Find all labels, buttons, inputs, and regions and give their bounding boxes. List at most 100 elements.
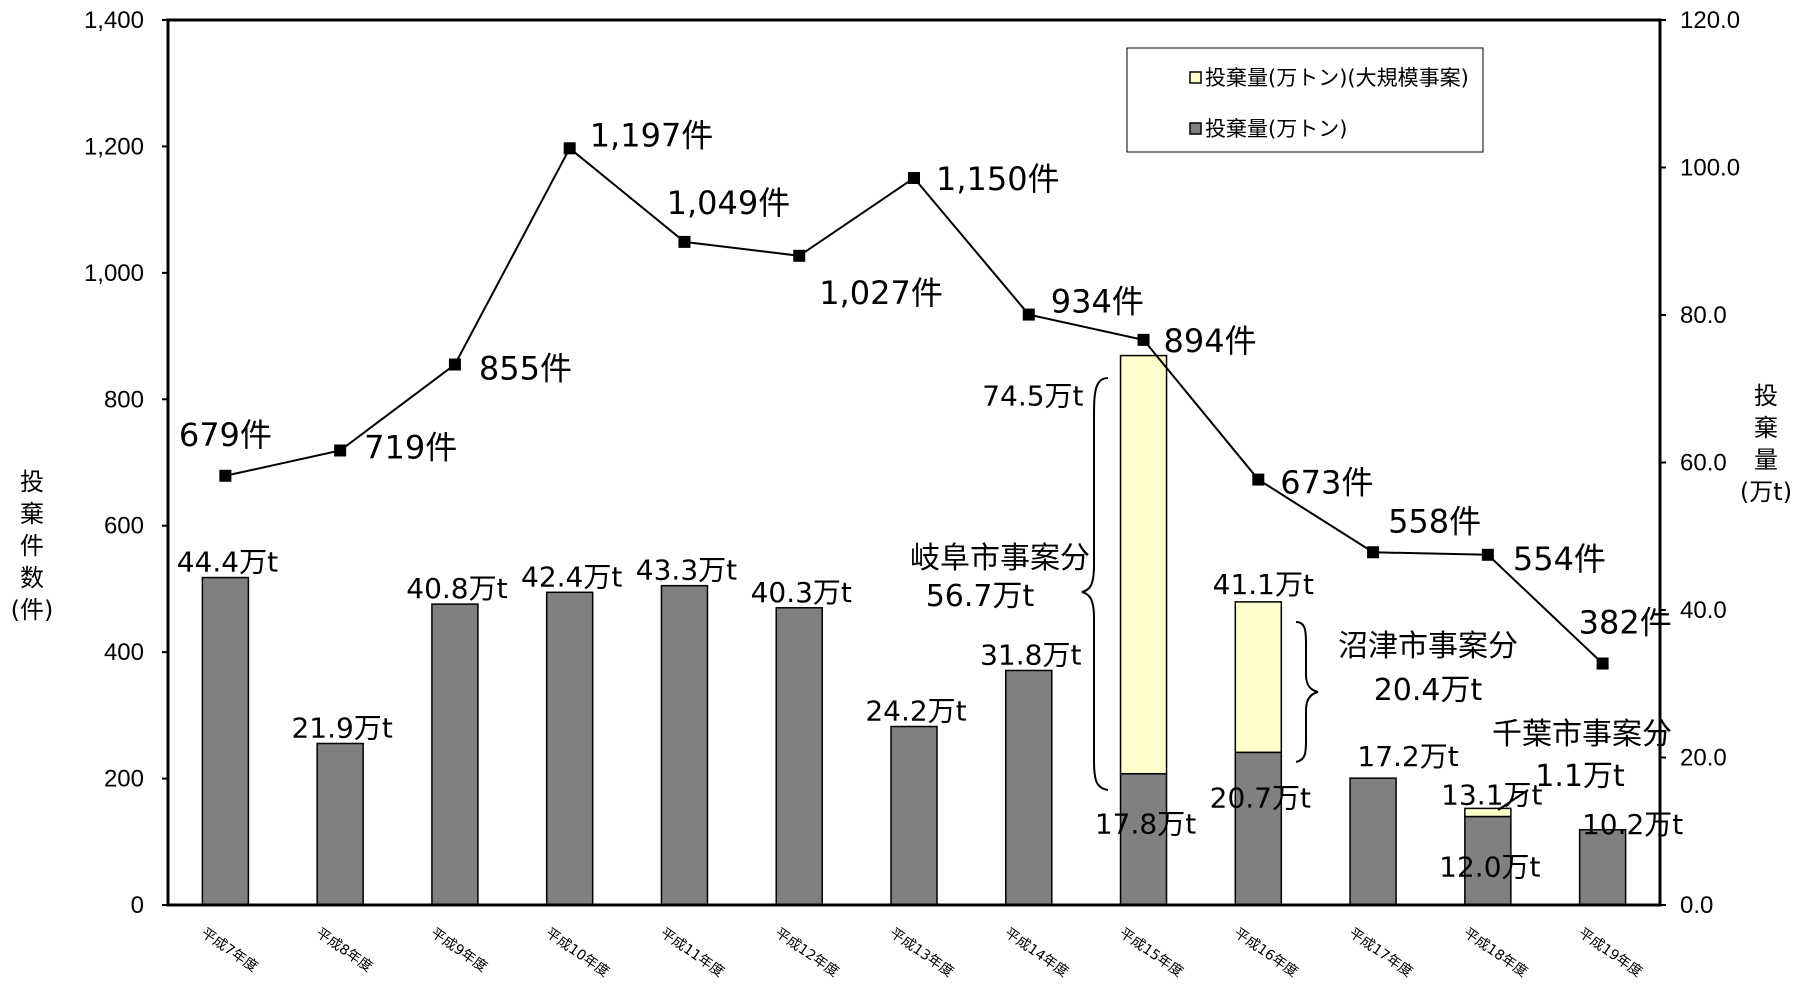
bar-value-label-0: 44.4万t xyxy=(177,546,278,579)
left-tick-label-5: 1,000 xyxy=(84,260,144,287)
bar-base-2 xyxy=(431,603,479,906)
bar-total-label-11: 13.1万t xyxy=(1441,778,1542,811)
legend-label-base: 投棄量(万トン) xyxy=(1205,117,1347,141)
bar-base-6 xyxy=(890,725,938,906)
labels-layer: 679件 719件 855件 1,197件 1,049件 1,027件 1,150件 934件… xyxy=(177,116,1684,883)
left-tick-label-0: 0 xyxy=(131,892,144,919)
bar-large-case-9 xyxy=(1234,601,1283,754)
right-tick-label-2: 40.0 xyxy=(1680,597,1727,624)
x-tick-label-6: 平成13年度 xyxy=(887,925,957,980)
bar-value-label-1: 21.9万t xyxy=(291,711,392,744)
bar-value-label-8: 17.8万t xyxy=(1095,808,1196,841)
legend-label-large-case: 投棄量(万トン)(大規模事案) xyxy=(1205,66,1469,90)
x-tick-label-1: 平成8年度 xyxy=(313,925,375,975)
x-tick-label-9: 平成16年度 xyxy=(1231,925,1301,980)
count-marker-4 xyxy=(678,235,691,248)
left-axis-title-part-3: 数 xyxy=(20,564,44,592)
right-tick-label-0: 0.0 xyxy=(1680,892,1713,919)
count-label-1: 719件 xyxy=(364,428,457,466)
bar-large-case-11 xyxy=(1464,807,1512,818)
bar-base-7 xyxy=(1005,669,1053,906)
right-tick-label-1: 20.0 xyxy=(1680,745,1727,772)
numazu-annotation-title: 沼津市事案分 xyxy=(1338,629,1518,664)
bar-base-12 xyxy=(1578,829,1627,906)
right-axis-title-part-0: 投 xyxy=(1754,382,1778,410)
count-label-2: 855件 xyxy=(479,350,572,388)
count-label-4: 1,049件 xyxy=(667,184,791,222)
bar-base-10 xyxy=(1349,777,1397,906)
left-axis-title-part-2: 件 xyxy=(20,532,44,560)
left-tick-label-7: 1,400 xyxy=(84,7,144,34)
x-tick-label-0: 平成7年度 xyxy=(198,925,260,975)
bar-total-label-9: 41.1万t xyxy=(1213,568,1314,601)
gifu-annotation-title: 岐阜市事案分 xyxy=(910,541,1090,576)
chiba-leader-line xyxy=(1497,789,1529,811)
x-tick-label-10: 平成17年度 xyxy=(1346,925,1416,980)
legend: 投棄量(万トン)(大規模事案) 投棄量(万トン) xyxy=(1126,47,1484,153)
bar-base-9 xyxy=(1234,751,1283,906)
count-line-layer xyxy=(219,142,1609,670)
bar-base-5 xyxy=(775,607,823,906)
gifu-annotation-value: 56.7万t xyxy=(926,579,1035,614)
left-tick-label-2: 400 xyxy=(104,639,144,666)
right-axis-title-part-3: (万t) xyxy=(1740,478,1792,506)
bar-value-label-2: 40.8万t xyxy=(406,572,507,605)
numazu-brace xyxy=(1295,621,1319,763)
left-axis-title-part-1: 棄 xyxy=(20,500,44,528)
bar-value-label-4: 43.3万t xyxy=(636,554,737,587)
count-marker-6 xyxy=(908,172,920,185)
count-marker-5 xyxy=(793,249,806,262)
gifu-brace xyxy=(1081,377,1109,791)
left-axis-title-part-4: (件) xyxy=(11,596,54,624)
chiba-annotation-title: 千葉市事案分 xyxy=(1492,717,1672,752)
count-marker-2 xyxy=(448,358,461,371)
x-tick-label-5: 平成12年度 xyxy=(772,925,842,980)
x-tick-label-2: 平成9年度 xyxy=(428,925,490,975)
count-label-10: 558件 xyxy=(1388,502,1481,540)
count-marker-12 xyxy=(1596,657,1609,670)
bar-total-label-8: 74.5万t xyxy=(982,380,1083,413)
left-tick-label-1: 200 xyxy=(104,766,144,793)
right-axis-title-part-1: 棄 xyxy=(1754,414,1778,442)
x-tick-label-7: 平成14年度 xyxy=(1001,925,1071,980)
left-tick-label-6: 1,200 xyxy=(84,133,144,160)
count-label-9: 673件 xyxy=(1280,464,1373,502)
bar-value-label-7: 31.8万t xyxy=(980,638,1081,671)
count-label-7: 934件 xyxy=(1051,283,1144,321)
bar-base-4 xyxy=(660,584,709,906)
right-tick-label-4: 80.0 xyxy=(1680,302,1727,329)
left-tick-label-3: 600 xyxy=(104,513,144,540)
count-marker-11 xyxy=(1481,548,1494,561)
bar-base-1 xyxy=(316,742,364,906)
bar-value-label-10: 17.2万t xyxy=(1357,740,1458,773)
count-label-11: 554件 xyxy=(1513,540,1606,578)
numazu-annotation-value: 20.4万t xyxy=(1374,673,1483,708)
left-axis-title-part-0: 投 xyxy=(20,468,44,496)
count-label-3: 1,197件 xyxy=(590,116,714,154)
count-label-12: 382件 xyxy=(1579,604,1672,642)
right-tick-label-6: 120.0 xyxy=(1680,7,1740,34)
count-marker-1 xyxy=(334,444,347,457)
count-marker-0 xyxy=(219,469,232,482)
count-label-8: 894件 xyxy=(1164,322,1257,360)
bar-value-label-3: 42.4万t xyxy=(521,560,622,593)
count-marker-10 xyxy=(1367,546,1380,559)
count-marker-3 xyxy=(563,142,576,155)
left-tick-label-4: 800 xyxy=(104,386,144,413)
bar-value-label-12: 10.2万t xyxy=(1582,808,1683,841)
x-tick-label-4: 平成11年度 xyxy=(657,925,727,980)
x-tick-label-11: 平成18年度 xyxy=(1461,925,1531,980)
bar-base-0 xyxy=(201,576,250,906)
bar-value-label-11: 12.0万t xyxy=(1439,851,1540,884)
x-tick-label-8: 平成15年度 xyxy=(1116,925,1186,980)
bar-base-3 xyxy=(545,591,594,906)
bars-layer xyxy=(201,354,1627,906)
legend-swatch-large-case xyxy=(1189,71,1202,84)
chiba-annotation-value: 1.1万t xyxy=(1535,759,1625,794)
count-marker-9 xyxy=(1252,473,1265,486)
right-axis-title-part-2: 量 xyxy=(1754,446,1778,474)
count-marker-8 xyxy=(1137,333,1150,346)
count-label-0: 679件 xyxy=(179,416,272,454)
